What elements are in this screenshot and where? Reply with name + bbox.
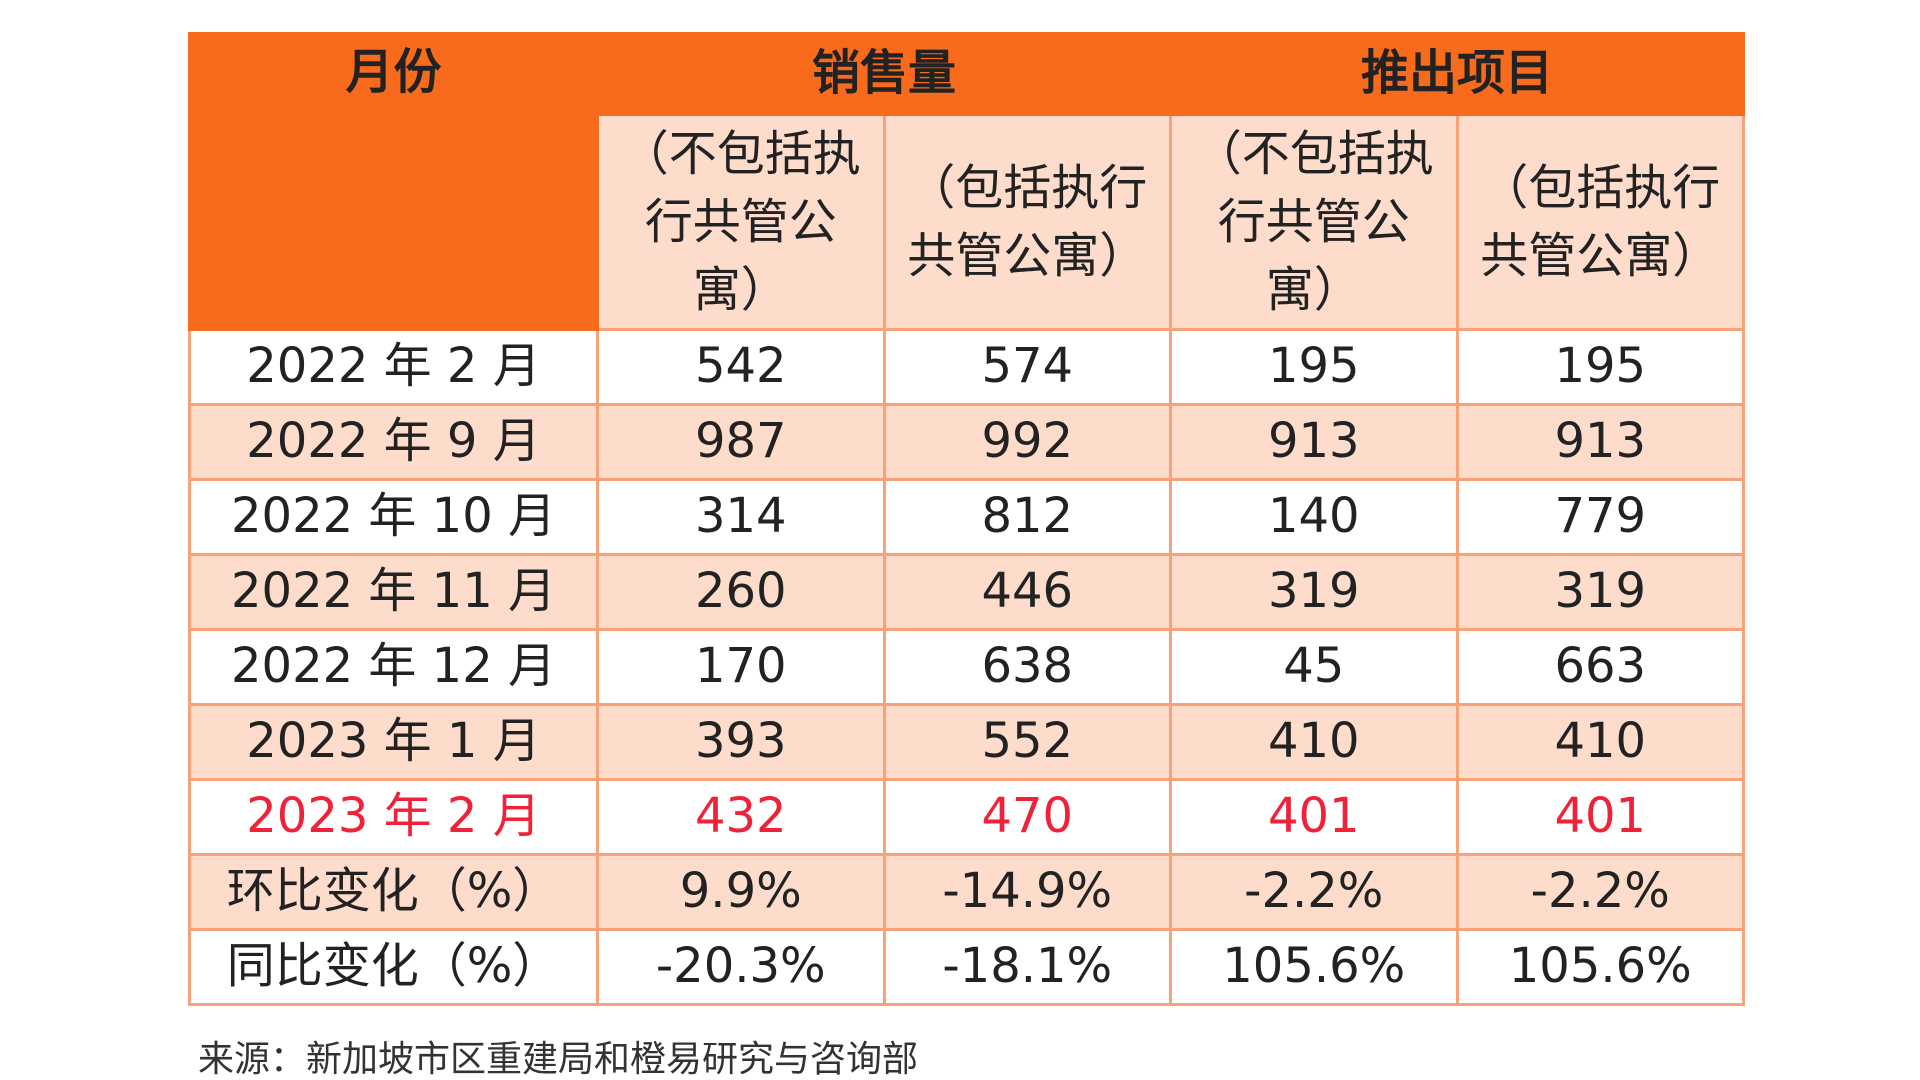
table-row: 2022 年 9 月 987 992 913 913 (188, 403, 1746, 481)
cell-value: 432 (596, 778, 886, 856)
row-month: 2023 年 2 月 (188, 778, 599, 856)
launches-excl-ec-header: （不包括执行共管公寓） (1169, 113, 1459, 331)
row-month: 2022 年 2 月 (188, 328, 599, 406)
sales-excl-ec-header: （不包括执行共管公寓） (596, 113, 886, 331)
table-row: 2022 年 12 月 170 638 45 663 (188, 628, 1746, 706)
cell-value: 446 (882, 553, 1173, 631)
cell-value: 393 (596, 703, 886, 781)
sales-incl-ec-header: （包括执行共管公寓） (882, 113, 1173, 331)
table-row-yoy-change: 同比变化（%） -20.3% -18.1% 105.6% 105.6% (188, 928, 1746, 1006)
cell-value: -20.3% (596, 928, 886, 1006)
row-month: 2022 年 10 月 (188, 478, 599, 556)
cell-value: 574 (882, 328, 1173, 406)
row-label: 环比变化（%） (188, 853, 599, 931)
table-row: 2022 年 11 月 260 446 319 319 (188, 553, 1746, 631)
cell-value: 45 (1169, 628, 1459, 706)
cell-value: 410 (1455, 703, 1746, 781)
cell-value: 913 (1455, 403, 1746, 481)
header-row-sub: （不包括执行共管公寓） （包括执行共管公寓） （不包括执行共管公寓） （包括执行… (190, 113, 1746, 331)
row-label: 同比变化（%） (188, 928, 599, 1006)
table-row-current-month: 2023 年 2 月 432 470 401 401 (188, 778, 1746, 856)
sales-header: 销售量 (595, 32, 1173, 116)
cell-value: -18.1% (882, 928, 1173, 1006)
cell-value: 542 (596, 328, 886, 406)
table-row: 2022 年 10 月 314 812 140 779 (188, 478, 1746, 556)
cell-value: -14.9% (882, 853, 1173, 931)
cell-value: 663 (1455, 628, 1746, 706)
cell-value: 812 (882, 478, 1173, 556)
row-month: 2022 年 11 月 (188, 553, 599, 631)
sales-table: 月份 销售量 推出项目 （不包括执行共管公寓） （包括执行共管公寓） （不包括执… (188, 32, 1746, 1006)
cell-value: 170 (596, 628, 886, 706)
cell-value: -2.2% (1455, 853, 1746, 931)
cell-value: 195 (1169, 328, 1459, 406)
cell-value: 987 (596, 403, 886, 481)
cell-value: 470 (882, 778, 1173, 856)
cell-value: 992 (882, 403, 1173, 481)
cell-value: 140 (1169, 478, 1459, 556)
cell-value: 195 (1455, 328, 1746, 406)
row-month: 2023 年 1 月 (188, 703, 599, 781)
launches-header: 推出项目 (1169, 32, 1746, 116)
cell-value: 260 (596, 553, 886, 631)
cell-value: 319 (1169, 553, 1459, 631)
cell-value: 105.6% (1455, 928, 1746, 1006)
row-month: 2022 年 12 月 (188, 628, 599, 706)
month-header: 月份 (188, 32, 599, 331)
row-month: 2022 年 9 月 (188, 403, 599, 481)
table-row-mom-change: 环比变化（%） 9.9% -14.9% -2.2% -2.2% (188, 853, 1746, 931)
cell-value: 319 (1455, 553, 1746, 631)
source-note: 来源：新加坡市区重建局和橙易研究与咨询部 (198, 1039, 919, 1080)
launches-incl-ec-header: （包括执行共管公寓） (1455, 113, 1746, 331)
cell-value: 913 (1169, 403, 1459, 481)
cell-value: 552 (882, 703, 1173, 781)
sales-table-container: 月份 销售量 推出项目 （不包括执行共管公寓） （包括执行共管公寓） （不包括执… (188, 32, 1746, 1006)
cell-value: 401 (1455, 778, 1746, 856)
cell-value: 779 (1455, 478, 1746, 556)
cell-value: 314 (596, 478, 886, 556)
cell-value: -2.2% (1169, 853, 1459, 931)
cell-value: 401 (1169, 778, 1459, 856)
header-row-main: 月份 销售量 推出项目 (188, 32, 1746, 331)
table-row: 2023 年 1 月 393 552 410 410 (188, 703, 1746, 781)
table-row: 2022 年 2 月 542 574 195 195 (188, 328, 1746, 406)
cell-value: 638 (882, 628, 1173, 706)
cell-value: 9.9% (596, 853, 886, 931)
cell-value: 105.6% (1169, 928, 1459, 1006)
cell-value: 410 (1169, 703, 1459, 781)
